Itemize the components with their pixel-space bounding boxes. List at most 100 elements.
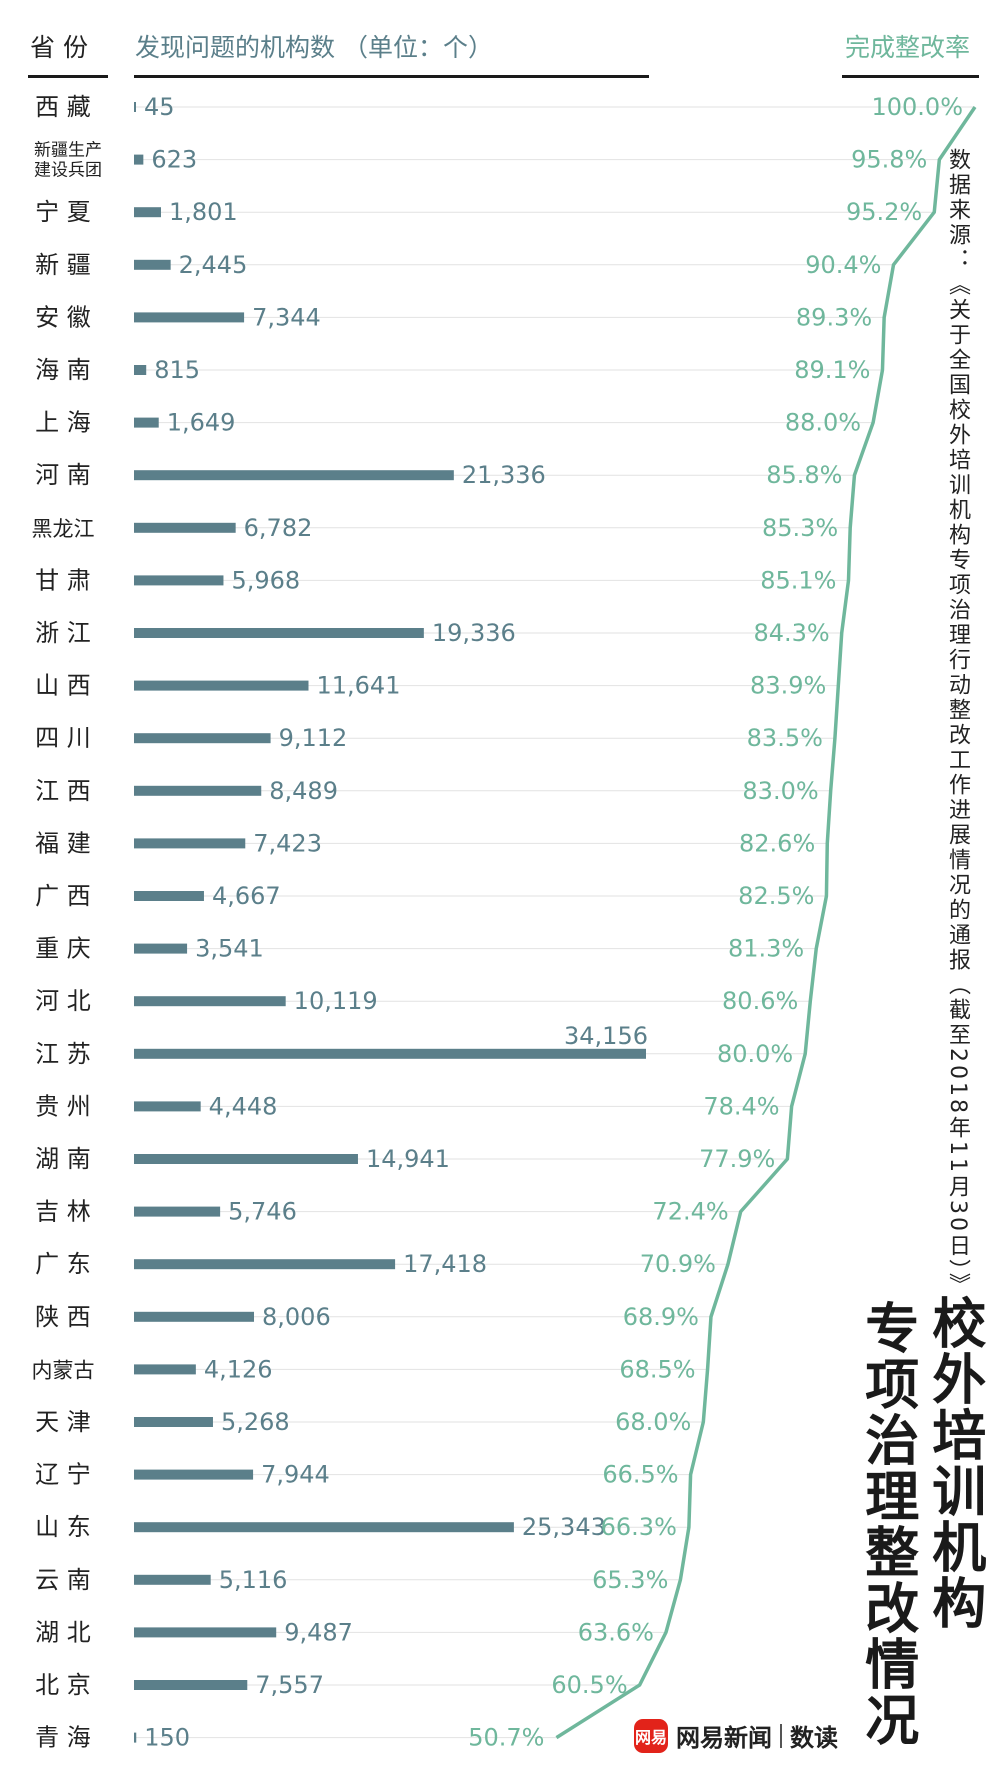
rate-header: 完成整改率 xyxy=(845,33,971,62)
count-bar xyxy=(134,312,245,323)
province-label: 甘 肃 xyxy=(35,566,91,594)
province-label: 新疆生产建设兵团 xyxy=(34,141,102,181)
count-value-label: 4,448 xyxy=(209,1092,278,1120)
province-label: 陕 西 xyxy=(35,1303,91,1331)
count-bar xyxy=(134,1627,277,1638)
province-label: 天 津 xyxy=(35,1408,91,1436)
rate-value-label: 88.0% xyxy=(785,409,861,437)
logo-name: 网易新闻 xyxy=(676,1724,772,1752)
rate-value-label: 68.0% xyxy=(615,1408,691,1436)
rate-value-label: 90.4% xyxy=(805,251,881,279)
chart-title-line2: 专项治理整改情况 xyxy=(855,1300,919,1748)
rate-value-label: 80.6% xyxy=(722,987,798,1015)
province-label: 吉 林 xyxy=(35,1198,91,1226)
province-label: 西 藏 xyxy=(35,93,91,121)
rate-value-label: 83.9% xyxy=(750,672,826,700)
rate-value-label: 68.9% xyxy=(623,1303,699,1331)
rate-value-label: 95.8% xyxy=(851,146,927,174)
count-bar xyxy=(134,1469,254,1480)
rate-value-label: 82.6% xyxy=(739,829,815,857)
count-value-label: 5,116 xyxy=(219,1566,288,1594)
count-value-label: 5,746 xyxy=(228,1198,297,1226)
rate-value-label: 85.8% xyxy=(766,461,842,489)
province-label: 浙 江 xyxy=(35,619,91,647)
count-value-label: 150 xyxy=(144,1724,190,1752)
count-bar xyxy=(134,1680,248,1690)
province-header-underline xyxy=(28,75,108,78)
count-bar xyxy=(134,1364,196,1375)
province-label: 青 海 xyxy=(35,1724,91,1752)
count-value-label: 5,968 xyxy=(231,566,300,594)
count-value-label: 8,489 xyxy=(269,777,338,805)
count-value-label: 7,344 xyxy=(252,303,321,331)
count-value-label: 1,801 xyxy=(169,198,238,226)
count-bar xyxy=(134,154,144,165)
count-value-label: 9,487 xyxy=(284,1618,353,1646)
count-value-label: 34,156 xyxy=(564,1022,648,1050)
province-label: 广 东 xyxy=(35,1250,91,1278)
province-label: 贵 州 xyxy=(35,1092,91,1120)
count-bar xyxy=(134,102,136,112)
count-bar xyxy=(134,417,159,428)
count-bar xyxy=(134,1259,396,1270)
province-label: 黑龙江 xyxy=(32,517,95,541)
count-value-label: 17,418 xyxy=(403,1250,487,1278)
count-value-label: 6,782 xyxy=(244,514,313,542)
count-bar xyxy=(134,470,454,481)
rate-value-label: 78.4% xyxy=(703,1092,779,1120)
count-value-label: 11,641 xyxy=(316,672,400,700)
rate-value-label: 70.9% xyxy=(640,1250,716,1278)
province-label: 江 苏 xyxy=(35,1040,91,1068)
province-label: 山 东 xyxy=(35,1513,91,1541)
province-label: 内蒙古 xyxy=(32,1358,95,1382)
count-bar xyxy=(134,365,147,375)
netease-logo: 网易 网易新闻 数读 xyxy=(634,1718,838,1753)
province-label: 福 建 xyxy=(35,829,91,857)
count-bar xyxy=(134,1574,211,1585)
rate-value-label: 83.5% xyxy=(747,724,823,752)
province-label: 山 西 xyxy=(35,672,91,700)
rate-value-label: 68.5% xyxy=(619,1355,695,1383)
count-value-label: 19,336 xyxy=(432,619,516,647)
count-bar xyxy=(134,943,188,954)
province-label: 四 川 xyxy=(35,724,91,752)
netease-badge-icon: 网易 xyxy=(634,1718,668,1753)
count-value-label: 5,268 xyxy=(221,1408,290,1436)
count-bar xyxy=(134,207,161,218)
count-value-label: 9,112 xyxy=(279,724,348,752)
count-value-label: 14,941 xyxy=(366,1145,450,1173)
rate-value-label: 89.3% xyxy=(796,303,872,331)
count-bar xyxy=(134,1522,514,1533)
rate-value-label: 89.1% xyxy=(794,356,870,384)
rate-value-label: 80.0% xyxy=(717,1040,793,1068)
count-value-label: 2,445 xyxy=(179,251,248,279)
count-header: 发现问题的机构数 （单位：个） xyxy=(135,33,493,62)
province-label: 上 海 xyxy=(35,409,91,437)
count-header-underline xyxy=(134,75,649,78)
province-label: 新 疆 xyxy=(35,251,91,279)
rate-value-label: 66.3% xyxy=(601,1513,677,1541)
province-label: 安 徽 xyxy=(35,303,91,331)
count-bar xyxy=(134,1732,137,1743)
rate-value-label: 66.5% xyxy=(602,1461,678,1489)
rate-value-label: 81.3% xyxy=(728,935,804,963)
count-bar xyxy=(134,1417,213,1427)
rate-value-label: 77.9% xyxy=(699,1145,775,1173)
count-bar xyxy=(134,733,271,744)
count-bar xyxy=(134,575,224,586)
logo-separator xyxy=(780,1723,782,1748)
province-label: 湖 北 xyxy=(35,1618,91,1646)
province-header: 省 份 xyxy=(30,33,88,62)
count-bar xyxy=(134,1101,201,1112)
count-value-label: 21,336 xyxy=(462,461,546,489)
count-value-label: 45 xyxy=(144,93,175,121)
count-value-label: 815 xyxy=(154,356,200,384)
count-bar xyxy=(134,628,424,638)
rate-value-label: 84.3% xyxy=(753,619,829,647)
count-bar xyxy=(134,680,309,691)
rate-value-label: 83.0% xyxy=(742,777,818,805)
rate-value-label: 85.3% xyxy=(762,514,838,542)
count-value-label: 1,649 xyxy=(167,409,236,437)
province-label: 江 西 xyxy=(35,777,91,805)
